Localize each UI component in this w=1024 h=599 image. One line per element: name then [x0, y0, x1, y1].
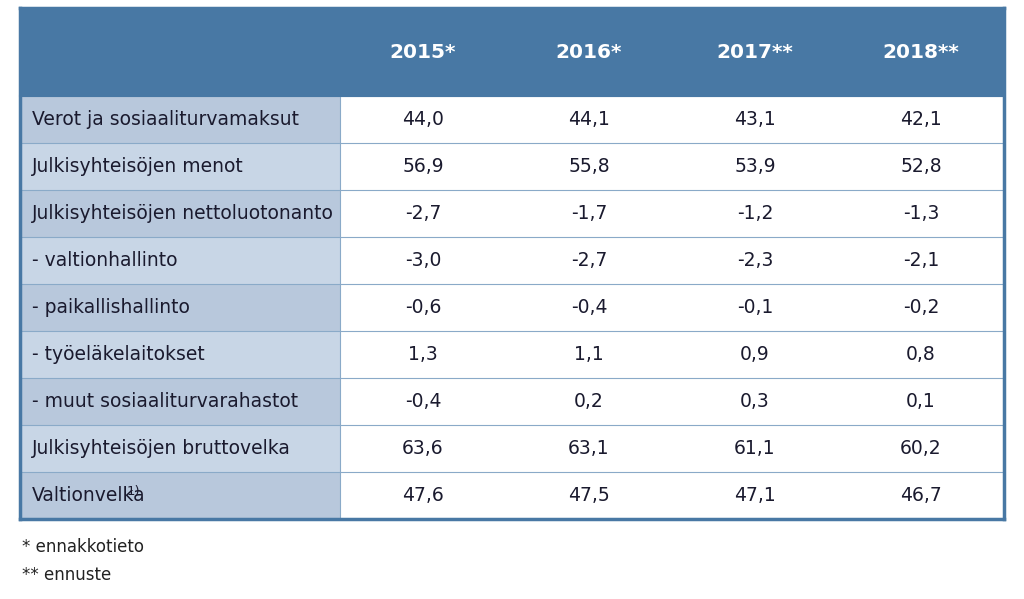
Text: 2018**: 2018** — [883, 43, 959, 62]
Bar — [838, 331, 1004, 378]
Bar — [340, 143, 506, 190]
Text: -1,3: -1,3 — [903, 204, 939, 223]
Bar — [20, 143, 340, 190]
Bar — [340, 425, 506, 472]
Text: -0,2: -0,2 — [903, 298, 939, 317]
Text: 60,2: 60,2 — [900, 439, 942, 458]
Bar — [672, 96, 838, 143]
Text: 61,1: 61,1 — [734, 439, 776, 458]
Text: 47,6: 47,6 — [402, 486, 443, 505]
Bar — [506, 237, 672, 284]
Text: 0,9: 0,9 — [740, 345, 770, 364]
Text: 46,7: 46,7 — [900, 486, 942, 505]
Bar — [20, 237, 340, 284]
Text: -0,4: -0,4 — [570, 298, 607, 317]
Text: - työeläkelaitokset: - työeläkelaitokset — [32, 345, 205, 364]
Text: 52,8: 52,8 — [900, 157, 942, 176]
Text: 63,6: 63,6 — [402, 439, 443, 458]
Text: -0,6: -0,6 — [404, 298, 441, 317]
Bar — [20, 331, 340, 378]
Bar — [838, 284, 1004, 331]
Bar — [20, 425, 340, 472]
Bar — [340, 331, 506, 378]
Bar — [20, 8, 1004, 96]
Text: 44,0: 44,0 — [402, 110, 444, 129]
Text: 53,9: 53,9 — [734, 157, 776, 176]
Text: -2,7: -2,7 — [404, 204, 441, 223]
Text: 43,1: 43,1 — [734, 110, 776, 129]
Text: -1,2: -1,2 — [737, 204, 773, 223]
Text: -2,3: -2,3 — [737, 251, 773, 270]
Bar — [506, 472, 672, 519]
Bar — [838, 96, 1004, 143]
Text: Julkisyhteisöjen nettoluotonanto: Julkisyhteisöjen nettoluotonanto — [32, 204, 334, 223]
Bar — [838, 378, 1004, 425]
Bar — [838, 237, 1004, 284]
Text: 63,1: 63,1 — [568, 439, 610, 458]
Bar — [20, 378, 340, 425]
Bar — [340, 237, 506, 284]
Text: 0,1: 0,1 — [906, 392, 936, 411]
Text: 1): 1) — [127, 485, 140, 498]
Text: 42,1: 42,1 — [900, 110, 942, 129]
Bar — [20, 96, 340, 143]
Bar — [506, 378, 672, 425]
Bar — [340, 96, 506, 143]
Text: 47,1: 47,1 — [734, 486, 776, 505]
Bar — [20, 472, 340, 519]
Bar — [672, 331, 838, 378]
Text: - paikallishallinto: - paikallishallinto — [32, 298, 189, 317]
Text: 56,9: 56,9 — [402, 157, 443, 176]
Bar — [672, 190, 838, 237]
Bar — [838, 190, 1004, 237]
Bar — [506, 331, 672, 378]
Bar — [506, 190, 672, 237]
Bar — [672, 237, 838, 284]
Text: Valtionvelka: Valtionvelka — [32, 486, 145, 505]
Text: ** ennuste: ** ennuste — [22, 566, 112, 584]
Text: 2015*: 2015* — [390, 43, 456, 62]
Bar — [506, 284, 672, 331]
Text: 1,3: 1,3 — [409, 345, 438, 364]
Bar — [672, 378, 838, 425]
Bar — [838, 143, 1004, 190]
Bar — [506, 96, 672, 143]
Text: - valtionhallinto: - valtionhallinto — [32, 251, 177, 270]
Bar — [672, 143, 838, 190]
Text: -0,4: -0,4 — [404, 392, 441, 411]
Bar — [506, 425, 672, 472]
Text: Verot ja sosiaaliturvamaksut: Verot ja sosiaaliturvamaksut — [32, 110, 299, 129]
Text: 1,1: 1,1 — [574, 345, 604, 364]
Text: * ennakkotieto: * ennakkotieto — [22, 538, 144, 556]
Bar — [672, 472, 838, 519]
Text: 47,5: 47,5 — [568, 486, 610, 505]
Bar — [506, 143, 672, 190]
Bar — [340, 284, 506, 331]
Text: -2,1: -2,1 — [903, 251, 939, 270]
Text: 55,8: 55,8 — [568, 157, 610, 176]
Text: 0,3: 0,3 — [740, 392, 770, 411]
Text: -0,1: -0,1 — [737, 298, 773, 317]
Text: 0,2: 0,2 — [574, 392, 604, 411]
Text: Julkisyhteisöjen menot: Julkisyhteisöjen menot — [32, 157, 244, 176]
Bar — [838, 472, 1004, 519]
Text: 2016*: 2016* — [556, 43, 623, 62]
Bar — [340, 378, 506, 425]
Text: 0,8: 0,8 — [906, 345, 936, 364]
Bar — [672, 425, 838, 472]
Bar — [340, 190, 506, 237]
Text: 44,1: 44,1 — [568, 110, 610, 129]
Text: - muut sosiaaliturvarahastot: - muut sosiaaliturvarahastot — [32, 392, 298, 411]
Text: Julkisyhteisöjen bruttovelka: Julkisyhteisöjen bruttovelka — [32, 439, 291, 458]
Bar — [20, 284, 340, 331]
Text: -2,7: -2,7 — [570, 251, 607, 270]
Bar — [20, 190, 340, 237]
Text: -3,0: -3,0 — [404, 251, 441, 270]
Bar — [838, 425, 1004, 472]
Text: -1,7: -1,7 — [570, 204, 607, 223]
Bar — [340, 472, 506, 519]
Bar — [672, 284, 838, 331]
Text: 2017**: 2017** — [717, 43, 794, 62]
